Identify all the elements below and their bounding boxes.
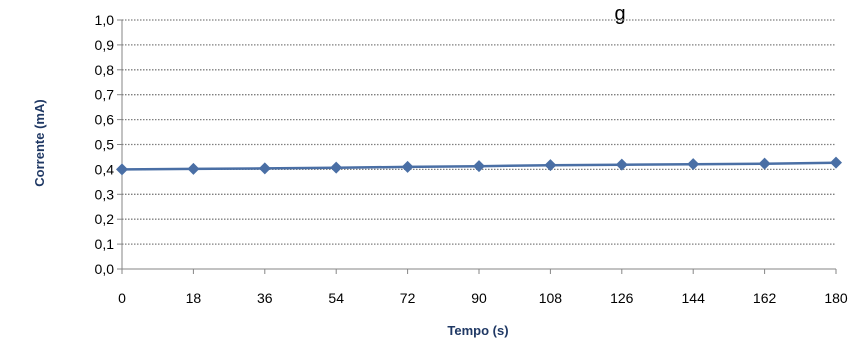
y-axis-title: Corrente (mA)	[32, 99, 47, 186]
x-axis-title: Tempo (s)	[447, 323, 508, 338]
x-tick-label: 108	[539, 290, 563, 306]
x-tick-label: 54	[328, 290, 344, 306]
y-tick-label: 0,0	[95, 261, 115, 277]
x-tick-label: 90	[471, 290, 487, 306]
series-group	[116, 156, 842, 176]
x-tick-label: 126	[610, 290, 634, 306]
y-tick-label: 0,2	[95, 211, 115, 227]
data-point	[544, 159, 557, 172]
data-point	[830, 156, 842, 169]
y-tick-label: 0,7	[95, 87, 115, 103]
data-point	[473, 160, 485, 173]
x-tick-label: 180	[824, 290, 848, 306]
x-tick-labels: 0 18 36 54 72 90 108 126 144 162 180	[118, 290, 848, 306]
data-point	[187, 162, 200, 175]
x-tick-label: 36	[257, 290, 273, 306]
grid-lines	[117, 19, 836, 270]
y-tick-label: 0,4	[95, 161, 115, 177]
axes	[121, 20, 837, 274]
y-tick-label: 0,3	[95, 186, 115, 202]
data-point	[401, 160, 414, 173]
data-point	[258, 162, 271, 175]
y-tick-label: 0,6	[95, 112, 115, 128]
data-point	[758, 157, 771, 170]
x-tick-label: 144	[682, 290, 706, 306]
y-tick-label: 0,8	[95, 62, 115, 78]
data-point	[687, 158, 700, 171]
data-point	[330, 161, 343, 174]
y-tick-label: 1,0	[95, 12, 115, 28]
chart-title: g	[614, 3, 625, 25]
y-tick-label: 0,9	[95, 37, 115, 53]
data-point	[615, 158, 628, 171]
y-tick-label: 0,1	[95, 236, 115, 252]
x-tick-label: 18	[186, 290, 202, 306]
x-tick-label: 162	[753, 290, 777, 306]
y-tick-label: 0,5	[95, 137, 115, 153]
data-point	[116, 163, 128, 176]
x-tick-label: 0	[118, 290, 126, 306]
x-tick-label: 72	[400, 290, 416, 306]
y-tick-labels: 0,0 0,1 0,2 0,3 0,4 0,5 0,6 0,7 0,8 0,9 1,0	[95, 12, 115, 277]
